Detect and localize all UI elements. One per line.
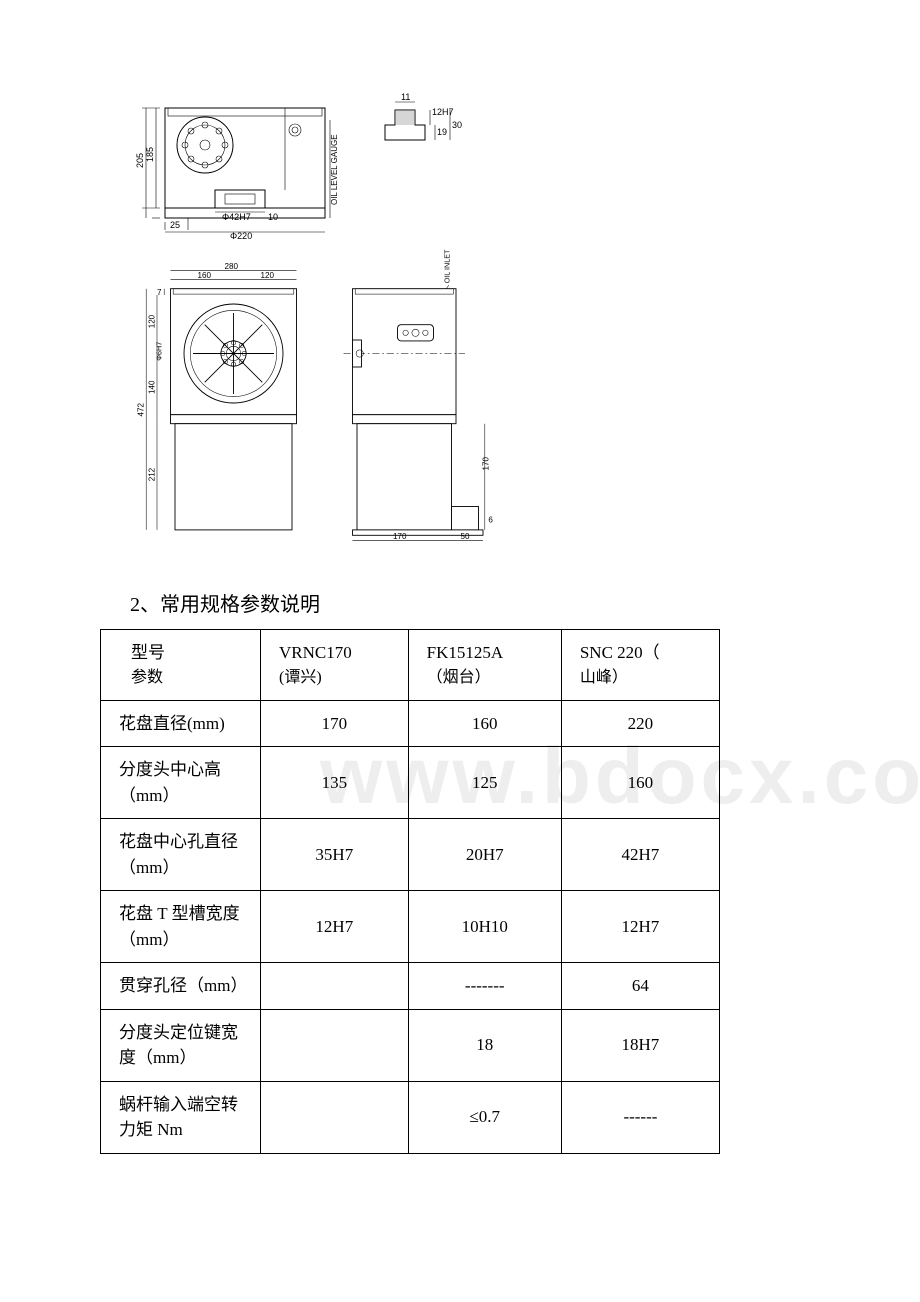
- row-val: 135: [261, 747, 409, 819]
- row-label: 分度头定位键宽度（mm）: [101, 1009, 261, 1081]
- header-col1-sub: （烟台）: [427, 666, 553, 690]
- dim-phi6h7: Φ6H7: [155, 342, 164, 361]
- row-val: 10H10: [408, 891, 561, 963]
- top-view-drawing: 205 185 25 Φ42H7 10 Φ220 OIL LEVEL GAUGE: [130, 90, 360, 240]
- oil-level-label: OIL LEVEL GAUGE: [330, 134, 339, 205]
- dim-phi42: Φ42H7: [222, 212, 251, 222]
- dim-280: 280: [225, 262, 239, 271]
- row-label: 分度头中心高（mm）: [101, 747, 261, 819]
- dim-sv6: 6: [488, 516, 493, 525]
- spec-table: 型号 参数 VRNC170 (谭兴) FK15125A （烟台） SNC 220…: [100, 629, 720, 1154]
- row-label: 花盘直径(mm): [101, 700, 261, 747]
- header-line1: 型号: [131, 640, 252, 666]
- row-val: 160: [408, 700, 561, 747]
- row-val: [261, 1009, 409, 1081]
- table-row: 花盘直径(mm) 170 160 220: [101, 700, 720, 747]
- dim-phi220: Φ220: [230, 231, 252, 240]
- header-col2-sub: 山峰）: [580, 666, 711, 690]
- row-val: 12H7: [561, 891, 719, 963]
- dim-212: 212: [147, 467, 156, 481]
- row-val: 20H7: [408, 819, 561, 891]
- dim-sv50: 50: [461, 532, 470, 541]
- row-val: 170: [261, 700, 409, 747]
- dim-s30: 30: [452, 120, 462, 130]
- header-col0-sub: (谭兴): [279, 666, 400, 690]
- dim-205: 205: [135, 153, 145, 168]
- dim-f7: 7: [157, 288, 162, 297]
- dim-g10: 10: [268, 212, 278, 222]
- technical-diagrams: 205 185 25 Φ42H7 10 Φ220 OIL LEVEL GAUGE: [130, 90, 510, 558]
- row-val: 12H7: [261, 891, 409, 963]
- header-col-0: VRNC170 (谭兴): [261, 630, 409, 701]
- table-row: 贯穿孔径（mm） ------- 64: [101, 963, 720, 1010]
- table-row: 花盘 T 型槽宽度（mm） 12H7 10H10 12H7: [101, 891, 720, 963]
- row-val: [261, 963, 409, 1010]
- row-val: 220: [561, 700, 719, 747]
- header-col1-main: FK15125A: [427, 640, 553, 666]
- dim-f120: 120: [147, 314, 156, 328]
- row-label: 花盘 T 型槽宽度（mm）: [101, 891, 261, 963]
- dim-s19: 19: [437, 127, 447, 137]
- dim-25: 25: [170, 220, 180, 230]
- header-col-1: FK15125A （烟台）: [408, 630, 561, 701]
- dim-sv170h: 170: [481, 457, 490, 471]
- dim-120: 120: [261, 271, 275, 280]
- dim-160: 160: [198, 271, 212, 280]
- dim-svb170: 170: [393, 532, 407, 541]
- table-row: 分度头中心高（mm） 135 125 160: [101, 747, 720, 819]
- side-view-drawing: OIL INLET: [330, 248, 510, 558]
- table-row: 蜗杆输入端空转力矩 Nm ≤0.7 ------: [101, 1081, 720, 1153]
- row-label: 蜗杆输入端空转力矩 Nm: [101, 1081, 261, 1153]
- dim-472: 472: [137, 403, 146, 417]
- dim-s11: 11: [401, 92, 410, 102]
- row-val: 64: [561, 963, 719, 1010]
- row-val: 18H7: [561, 1009, 719, 1081]
- row-label: 花盘中心孔直径（mm）: [101, 819, 261, 891]
- dim-f140: 140: [147, 380, 156, 394]
- header-col0-main: VRNC170: [279, 640, 400, 666]
- row-val: 125: [408, 747, 561, 819]
- row-val: 18: [408, 1009, 561, 1081]
- row-val: ≤0.7: [408, 1081, 561, 1153]
- table-header-row: 型号 参数 VRNC170 (谭兴) FK15125A （烟台） SNC 220…: [101, 630, 720, 701]
- slot-detail-drawing: 11 12H7 19 30: [380, 90, 470, 160]
- row-label: 贯穿孔径（mm）: [101, 963, 261, 1010]
- section-title: 2、常用规格参数说明: [130, 588, 820, 617]
- table-row: 分度头定位键宽度（mm） 18 18H7: [101, 1009, 720, 1081]
- front-view-drawing: 280 160 120: [130, 248, 310, 558]
- header-line2: 参数: [131, 666, 252, 690]
- header-param-label: 型号 参数: [101, 630, 261, 701]
- row-val: 42H7: [561, 819, 719, 891]
- row-val: ------: [561, 1081, 719, 1153]
- oil-inlet-label: OIL INLET: [443, 249, 452, 283]
- row-val: [261, 1081, 409, 1153]
- dim-185: 185: [145, 147, 155, 162]
- row-val: 160: [561, 747, 719, 819]
- row-val: 35H7: [261, 819, 409, 891]
- header-col-2: SNC 220（ 山峰）: [561, 630, 719, 701]
- row-val: -------: [408, 963, 561, 1010]
- table-row: 花盘中心孔直径（mm） 35H7 20H7 42H7: [101, 819, 720, 891]
- header-col2-main: SNC 220（: [580, 640, 711, 666]
